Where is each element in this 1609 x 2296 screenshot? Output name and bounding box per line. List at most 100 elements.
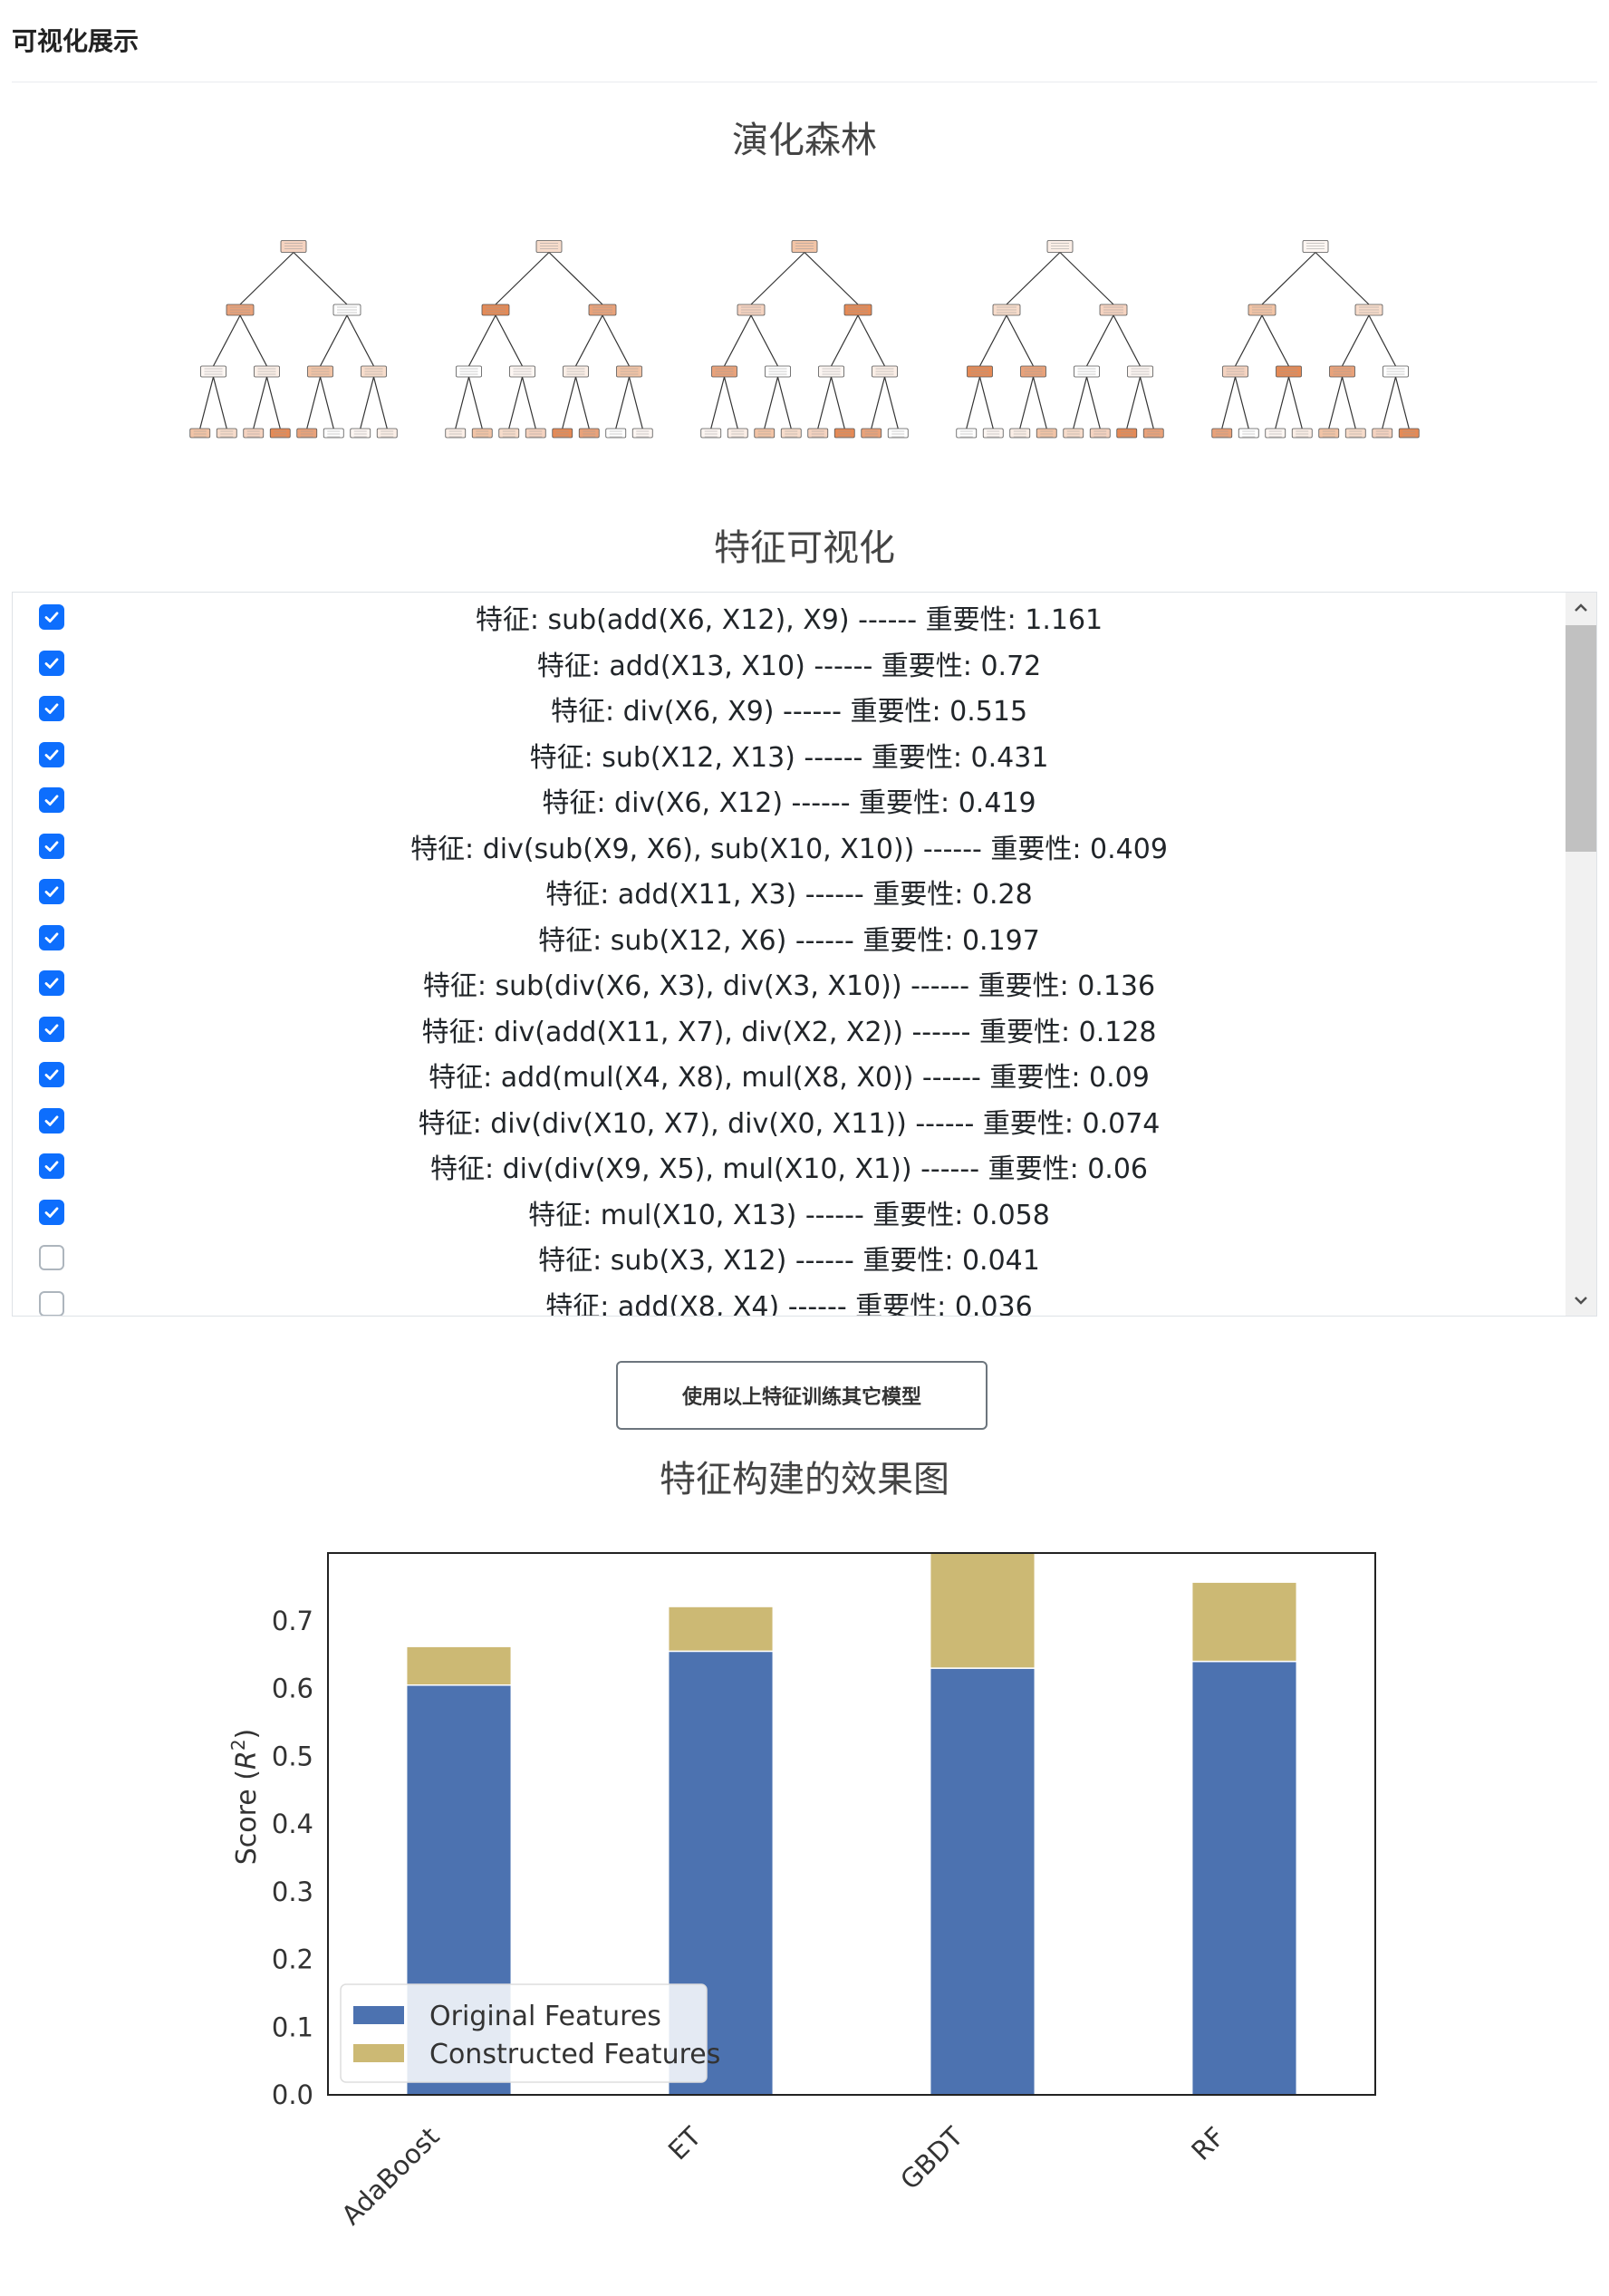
feature-row[interactable]: 特征: add(X13, X10) ------ 重要性: 0.72 — [13, 641, 1566, 686]
tree-node — [535, 240, 563, 253]
feature-checkbox[interactable] — [39, 650, 64, 676]
tree-node — [189, 428, 211, 439]
plot-frame — [327, 1552, 1376, 2096]
feature-checkbox[interactable] — [39, 696, 64, 721]
tree-node — [605, 428, 627, 439]
scroll-up-icon[interactable] — [1566, 593, 1596, 623]
feature-list[interactable]: 特征: sub(add(X6, X12), X9) ------ 重要性: 1.… — [12, 592, 1597, 1317]
check-icon — [44, 840, 59, 852]
tree-edge — [360, 376, 375, 429]
feature-label: 特征: add(X13, X10) ------ 重要性: 0.72 — [536, 650, 1042, 682]
train-other-models-button[interactable]: 使用以上特征训练其它模型 — [616, 1361, 988, 1430]
feature-checkbox[interactable] — [39, 787, 64, 813]
tree-edge — [723, 376, 738, 429]
tree-node — [956, 428, 978, 439]
tree-node — [727, 428, 748, 439]
feature-row[interactable]: 特征: div(X6, X9) ------ 重要性: 0.515 — [13, 686, 1566, 731]
feature-row[interactable]: 特征: div(sub(X9, X6), sub(X10, X10)) ----… — [13, 824, 1566, 869]
check-icon — [44, 612, 59, 622]
tree-node — [1291, 428, 1313, 439]
check-icon — [44, 703, 59, 714]
feature-row[interactable]: 特征: sub(X12, X6) ------ 重要性: 0.197 — [13, 915, 1566, 960]
tree-node — [1142, 428, 1164, 439]
feature-checkbox[interactable] — [39, 879, 64, 904]
tree-edge — [212, 376, 227, 429]
tree-edge — [764, 376, 779, 429]
feature-checkbox[interactable] — [39, 1153, 64, 1179]
tree-node — [471, 428, 493, 439]
legend-swatch — [353, 2006, 404, 2024]
feature-row[interactable]: 特征: add(X8, X4) ------ 重要性: 0.036 — [13, 1281, 1566, 1316]
forest-title: 演化森林 — [732, 120, 877, 161]
tree-node — [552, 428, 573, 439]
feature-row[interactable]: 特征: sub(add(X6, X12), X9) ------ 重要性: 1.… — [13, 594, 1566, 640]
bar-original — [1190, 1660, 1298, 2095]
tree-edge — [1341, 376, 1356, 429]
tree-edge — [750, 314, 779, 367]
tree-thumbnail — [445, 240, 653, 439]
chart-title: 特征构建的效果图 — [660, 1459, 949, 1500]
tree-node — [1089, 428, 1111, 439]
check-icon — [44, 1206, 59, 1218]
feature-checkbox[interactable] — [39, 1016, 64, 1042]
tree-node — [216, 428, 237, 439]
tree-node — [1344, 428, 1366, 439]
tree-edge — [776, 376, 792, 429]
feature-checkbox[interactable] — [39, 1199, 64, 1225]
tree-edge — [1382, 376, 1397, 429]
feature-row[interactable]: 特征: mul(X10, X13) ------ 重要性: 0.058 — [13, 1190, 1566, 1235]
y-tick-label: 0.2 — [272, 1944, 313, 1975]
feature-row[interactable]: 特征: div(add(X11, X7), div(X2, X2)) -----… — [13, 1007, 1566, 1052]
bar-constructed — [929, 1553, 1036, 1669]
tree-edge — [615, 376, 631, 429]
feature-label: 特征: sub(add(X6, X12), X9) ------ 重要性: 1.… — [475, 604, 1103, 636]
feature-checkbox[interactable] — [39, 1107, 64, 1134]
legend-box — [340, 1983, 708, 2083]
tree-node — [445, 428, 467, 439]
feature-row[interactable]: 特征: div(X6, X12) ------ 重要性: 0.419 — [13, 777, 1566, 823]
feature-label: 特征: div(sub(X9, X6), sub(X10, X10)) ----… — [410, 833, 1168, 865]
tree-edge — [319, 376, 334, 429]
tree-edge — [467, 376, 483, 429]
check-icon — [44, 748, 59, 760]
tree-node — [833, 428, 855, 439]
tree-node — [323, 428, 344, 439]
y-tick-label: 0.0 — [272, 2079, 313, 2110]
tree-edge — [830, 376, 845, 429]
feature-checkbox[interactable] — [39, 741, 64, 767]
feature-row[interactable]: 特征: div(div(X9, X5), mul(X10, X1)) -----… — [13, 1143, 1566, 1189]
tree-node — [807, 428, 829, 439]
feature-checkbox[interactable] — [39, 1290, 64, 1316]
tree-thumbnail — [1211, 240, 1420, 439]
scrollbar-thumb[interactable] — [1566, 625, 1596, 852]
feature-row[interactable]: 特征: sub(X3, X12) ------ 重要性: 0.041 — [13, 1235, 1566, 1280]
feature-row[interactable]: 特征: add(mul(X4, X8), mul(X8, X0)) ------… — [13, 1052, 1566, 1097]
feature-label: 特征: sub(X12, X6) ------ 重要性: 0.197 — [538, 924, 1040, 957]
tree-edge — [574, 314, 603, 367]
feature-list-scrollbar[interactable] — [1566, 593, 1596, 1316]
feature-checkbox[interactable] — [39, 970, 64, 996]
tree-node — [1398, 428, 1420, 439]
tree-edge — [1287, 376, 1303, 429]
tree-edge — [883, 376, 899, 429]
bar-original — [929, 1667, 1036, 2095]
tree-edge — [319, 314, 348, 367]
tree-thumbnail — [700, 240, 909, 439]
scroll-down-icon[interactable] — [1566, 1285, 1596, 1316]
tree-edge — [346, 314, 375, 367]
feature-checkbox[interactable] — [39, 1245, 64, 1270]
feature-label: 特征: div(div(X9, X5), mul(X10, X1)) -----… — [429, 1153, 1149, 1185]
feature-row[interactable]: 特征: sub(div(X6, X3), div(X3, X10)) -----… — [13, 960, 1566, 1006]
chart-legend: Original Features Constructed Features — [340, 1983, 720, 2083]
feature-checkbox[interactable] — [39, 1062, 64, 1087]
tree-node — [243, 428, 265, 439]
tree-node — [1036, 428, 1057, 439]
feature-row[interactable]: 特征: sub(X12, X13) ------ 重要性: 0.431 — [13, 732, 1566, 777]
feature-row[interactable]: 特征: add(X11, X3) ------ 重要性: 0.28 — [13, 869, 1566, 914]
feature-checkbox[interactable] — [39, 604, 64, 630]
feature-row[interactable]: 特征: div(div(X10, X7), div(X0, X11)) ----… — [13, 1098, 1566, 1143]
feature-checkbox[interactable] — [39, 924, 64, 950]
tree-edge — [978, 314, 1007, 367]
tree-node — [296, 428, 318, 439]
feature-checkbox[interactable] — [39, 833, 64, 859]
